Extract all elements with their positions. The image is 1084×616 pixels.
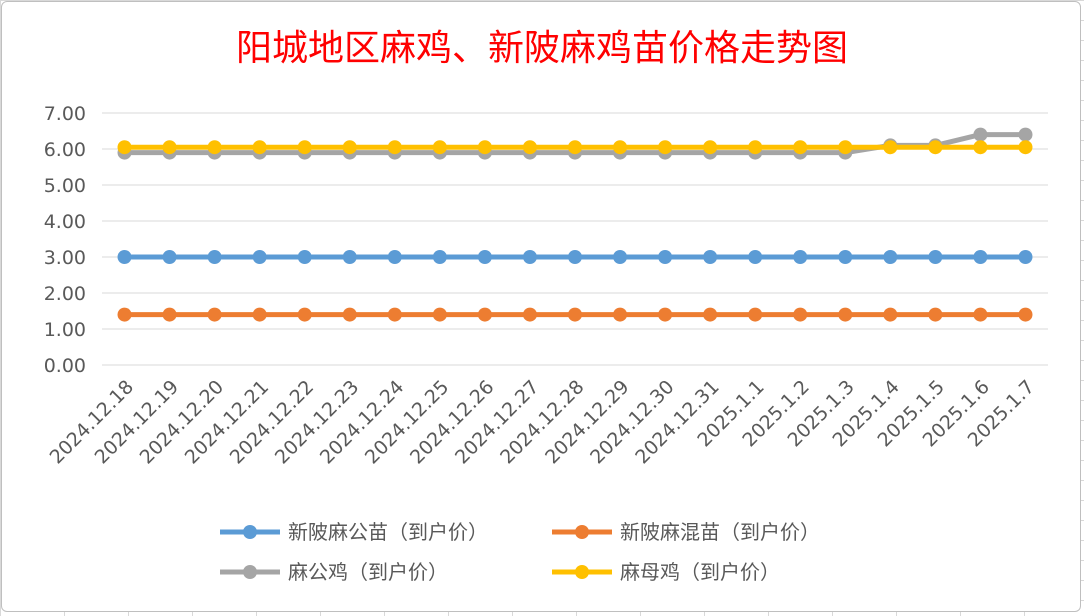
data-point [568,307,582,322]
x-axis-ticks: 2024.12.182024.12.192024.12.202024.12.21… [46,376,1039,468]
data-point [748,307,763,322]
data-point [793,307,808,322]
series-3 [117,140,1033,155]
data-point [568,140,582,155]
legend-swatch-marker [243,565,257,579]
data-point [748,140,763,155]
data-point [928,250,943,264]
y-tick-label: 5.00 [44,175,86,197]
data-point [1018,127,1033,142]
y-tick-label: 2.00 [44,283,86,305]
data-point [477,307,492,322]
data-point [117,140,132,155]
data-point [117,307,132,322]
data-point [522,307,537,322]
data-point [973,307,988,322]
data-point [703,250,718,264]
data-point [342,140,357,155]
data-point [387,250,402,264]
data-point [658,140,673,155]
legend-item: 麻公鸡（到户价） [220,560,448,584]
data-point [342,250,357,264]
data-point [838,140,853,155]
y-axis-ticks: 0.00 1.00 2.00 3.00 4.00 5.00 6.00 7.00 [44,103,86,377]
data-point [342,307,357,322]
data-point [928,140,943,155]
y-tick-label: 7.00 [44,103,86,125]
series-0 [117,250,1033,264]
y-tick-label: 0.00 [44,355,86,377]
data-point [252,250,267,264]
legend-label: 麻母鸡（到户价） [620,560,780,584]
y-tick-label: 3.00 [44,247,86,269]
data-point [1018,140,1033,155]
data-point [162,307,177,322]
legend-label: 新陂麻混苗（到户价） [620,520,820,544]
data-point [973,140,988,155]
legend-label: 新陂麻公苗（到户价） [288,520,488,544]
data-point [477,140,492,155]
data-point [252,140,267,155]
data-point [522,140,537,155]
data-point [613,140,628,155]
legend-label: 麻公鸡（到户价） [288,560,448,584]
data-point [1018,307,1033,322]
data-point [522,250,537,264]
data-point [207,140,222,155]
data-point [883,140,898,155]
data-point [432,140,447,155]
data-point [207,250,222,264]
legend-swatch-marker [575,565,589,579]
data-point [252,307,267,322]
legend-item: 麻母鸡（到户价） [552,560,780,584]
data-point [973,127,988,142]
data-point [297,307,312,322]
series-group [117,127,1033,322]
data-point [748,250,763,264]
data-point [162,250,177,264]
legend-swatch-marker [575,525,589,539]
legend-item: 新陂麻混苗（到户价） [552,520,820,544]
data-point [207,307,222,322]
data-point [703,140,718,155]
data-point [793,250,808,264]
data-point [387,140,402,155]
data-point [928,307,943,322]
data-point [658,250,673,264]
data-point [658,307,673,322]
data-point [613,307,628,322]
data-point [117,250,132,264]
data-point [613,250,628,264]
data-point [793,140,808,155]
data-point [703,307,718,322]
y-tick-label: 4.00 [44,211,86,233]
data-point [883,250,898,264]
data-point [162,140,177,155]
legend-item: 新陂麻公苗（到户价） [220,520,488,544]
data-point [883,307,898,322]
data-point [838,250,853,264]
data-point [1018,250,1033,264]
data-point [387,307,402,322]
data-point [973,250,988,264]
y-tick-label: 6.00 [44,139,86,161]
data-point [432,250,447,264]
data-point [432,307,447,322]
chart-title: 阳城地区麻鸡、新陂麻鸡苗价格走势图 [236,28,848,69]
data-point [297,140,312,155]
data-point [838,307,853,322]
series-1 [117,307,1033,322]
y-tick-label: 1.00 [44,319,86,341]
data-point [568,250,582,264]
legend: 新陂麻公苗（到户价） 新陂麻混苗（到户价） 麻公鸡（到户价） 麻母鸡（到户价） [220,520,820,584]
data-point [477,250,492,264]
legend-swatch-marker [243,525,257,539]
data-point [297,250,312,264]
